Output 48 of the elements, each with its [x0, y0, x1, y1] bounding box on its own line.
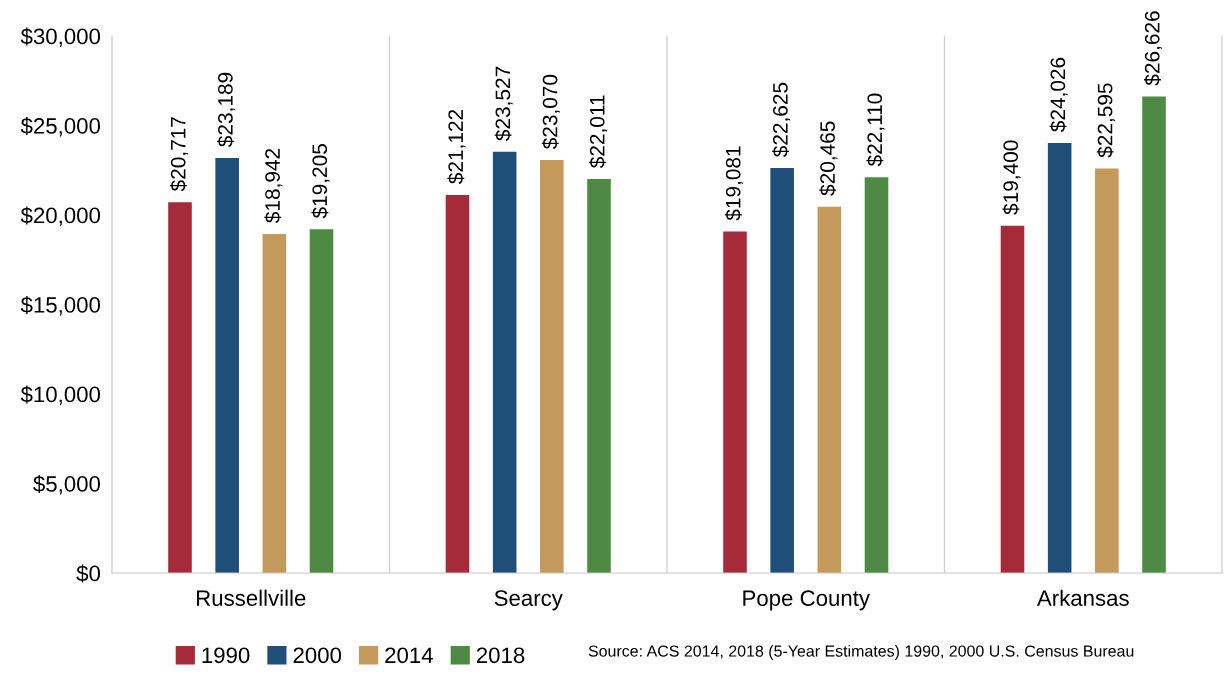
x-tick-label: Arkansas	[1036, 589, 1129, 606]
bar	[770, 168, 794, 573]
data-label: $22,625	[772, 82, 791, 158]
bar	[1095, 168, 1119, 573]
bar	[864, 177, 889, 573]
y-tick-label: $0	[76, 564, 101, 583]
data-label: $23,527	[494, 66, 513, 141]
bar	[587, 179, 611, 573]
bar	[540, 160, 564, 573]
x-tick-label: Russellville	[197, 589, 306, 606]
data-label: $24,026	[1049, 57, 1068, 132]
bar	[492, 151, 517, 573]
bar	[262, 233, 287, 573]
bar	[723, 231, 747, 573]
bar	[215, 157, 239, 573]
bar	[817, 206, 842, 573]
data-label: $22,595	[1096, 83, 1115, 158]
data-label: $19,205	[311, 144, 330, 219]
data-label: $26,626	[1143, 11, 1163, 86]
data-label: $18,942	[264, 148, 283, 223]
data-label: $22,011	[588, 95, 608, 169]
y-tick-label: $30,000	[20, 27, 101, 47]
legend-label: 2018	[476, 647, 525, 664]
y-tick-label: $5,000	[33, 475, 101, 495]
data-label: $22,110	[866, 93, 885, 167]
bar	[1000, 225, 1025, 573]
bar	[445, 194, 470, 573]
bar	[1142, 96, 1166, 573]
x-tick-label: Searcy	[494, 590, 563, 611]
source-note: Source: ACS 2014, 2018 (5-Year Estimates) 1990, 2000 U.S. Census Bureau	[588, 645, 1134, 660]
y-tick-label: $20,000	[20, 206, 101, 226]
data-label: $23,189	[217, 72, 236, 147]
x-tick-label: Pope County	[743, 590, 870, 611]
data-label: $23,070	[541, 74, 560, 150]
legend-label: 2014	[385, 647, 433, 664]
data-label: $21,122	[447, 109, 466, 184]
legend-label: 2000	[293, 647, 342, 664]
y-tick-label: $25,000	[20, 117, 101, 137]
bar	[168, 202, 192, 573]
bar	[309, 229, 334, 573]
y-tick-label: $10,000	[20, 385, 101, 405]
legend-label: 1990	[202, 647, 250, 664]
bar	[1047, 142, 1072, 573]
data-label: $20,465	[819, 121, 838, 196]
data-label: $19,081	[724, 146, 744, 221]
data-label: $19,400	[1002, 140, 1021, 215]
y-tick-label: $15,000	[20, 296, 101, 316]
data-label: $20,717	[169, 117, 189, 192]
